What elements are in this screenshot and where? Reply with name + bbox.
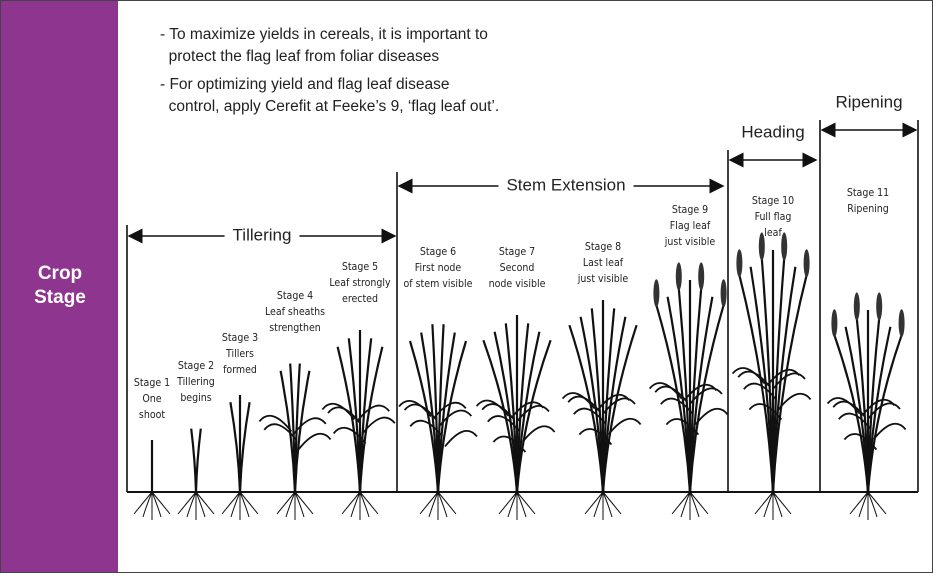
phase-label: Ripening: [835, 92, 902, 111]
stage-label: formed: [223, 364, 257, 376]
stage-label: Stage 9: [672, 204, 708, 216]
head: [781, 232, 787, 260]
stage-label: Stage 7: [499, 246, 535, 258]
stage-label: of stem visible: [404, 278, 473, 290]
head: [736, 249, 742, 277]
stage-label: Leaf strongly: [329, 277, 391, 289]
note-line: - To maximize yields in cereals, it is i…: [160, 26, 488, 43]
note-line: protect the flag leaf from foliar diseas…: [160, 48, 439, 65]
sidebar-title: Stage: [34, 287, 86, 308]
head: [653, 279, 659, 307]
note-line: control, apply Cerefit at Feeke’s 9, ‘fl…: [160, 98, 499, 115]
stage-label: shoot: [139, 409, 165, 421]
head: [876, 292, 882, 320]
stage-label: Stage 3: [222, 332, 258, 344]
stage-label: Tillering: [176, 376, 215, 388]
crop-stage-diagram: Crop Stage - To maximize yields in cerea…: [0, 0, 933, 573]
stage-label: Ripening: [847, 203, 889, 215]
head: [854, 292, 860, 320]
stage-label: Stage 8: [585, 241, 621, 253]
stage-label: Full flag: [755, 211, 792, 223]
stage-label: Stage 5: [342, 261, 378, 273]
stage-label: Flag leaf: [670, 220, 711, 232]
head: [676, 262, 682, 290]
stage-label: node visible: [489, 278, 546, 290]
stage-label: strengthen: [269, 322, 321, 334]
head: [721, 279, 727, 307]
stage-label: Tillers: [225, 348, 254, 360]
head: [804, 249, 810, 277]
stage-label: erected: [342, 293, 378, 305]
stage-label: One: [142, 393, 161, 405]
note-line: - For optimizing yield and flag leaf dis…: [160, 76, 449, 93]
stage-label: Stage 1: [134, 377, 170, 389]
head: [698, 262, 704, 290]
head: [831, 309, 837, 337]
stage-label: Stage 11: [847, 187, 889, 199]
stage-label: Leaf sheaths: [265, 306, 325, 318]
stage-label: begins: [180, 392, 211, 404]
head: [759, 232, 765, 260]
stage-label: just visible: [577, 273, 629, 285]
stage-label: Stage 4: [277, 290, 313, 302]
phase-label: Heading: [741, 122, 804, 141]
stage-label: leaf: [764, 227, 782, 239]
stage-label: Last leaf: [583, 257, 624, 269]
head: [899, 309, 905, 337]
phase-label: Stem Extension: [506, 175, 625, 194]
stage-label: Stage 6: [420, 246, 456, 258]
sidebar-title: Crop: [38, 263, 82, 284]
stage-label: Stage 10: [752, 195, 794, 207]
stage-label: Stage 2: [178, 360, 214, 372]
phase-label: Tillering: [233, 225, 292, 244]
stage-label: First node: [415, 262, 462, 274]
stage-label: just visible: [664, 236, 716, 248]
stage-label: Second: [500, 262, 535, 274]
